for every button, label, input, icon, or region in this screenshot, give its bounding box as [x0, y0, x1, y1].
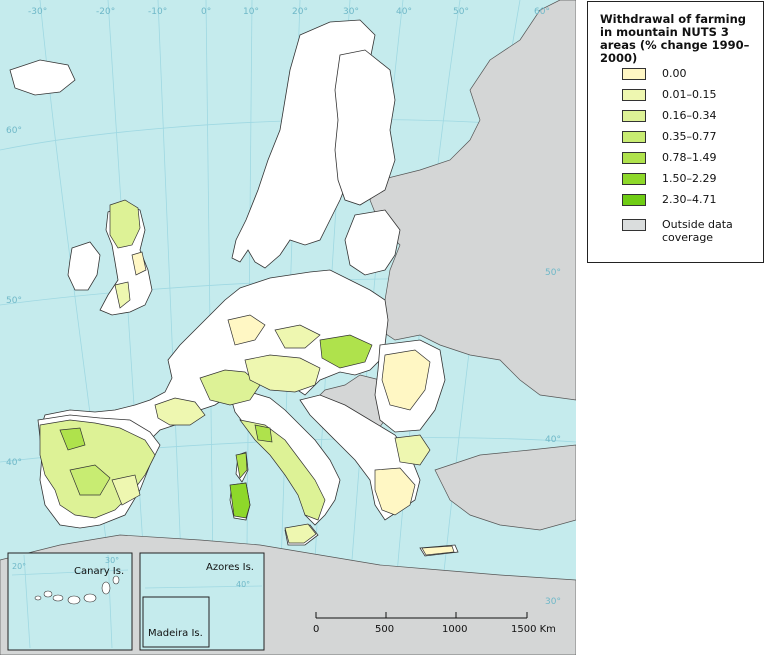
- legend-label: Outside data coverage: [662, 218, 733, 244]
- scale-tick-label: 1500 Km: [511, 624, 556, 635]
- legend-swatch: [622, 110, 646, 122]
- inset-canary: [7, 552, 133, 651]
- lon-label: 40°: [396, 7, 412, 17]
- inset-azores: [139, 552, 265, 651]
- legend-swatch: [622, 89, 646, 101]
- legend-swatch: [622, 68, 646, 80]
- scale-tick-label: 500: [375, 624, 395, 635]
- lon-label: 50°: [453, 7, 469, 17]
- lon-label: 20°: [292, 7, 308, 17]
- legend-label: 0.16–0.34: [662, 109, 717, 122]
- scale-tick-label: 1000: [442, 624, 468, 635]
- legend-label: 1.50–2.29: [662, 172, 717, 185]
- map-legend: Withdrawal of farming in mountain NUTS 3…: [587, 1, 764, 263]
- lat-label: 40°: [6, 458, 22, 468]
- inset-lon-label: 30°: [105, 556, 120, 565]
- legend-swatch: [622, 152, 646, 164]
- lon-label: 10°: [243, 7, 259, 17]
- legend-swatch: [622, 194, 646, 206]
- legend-swatch: [622, 219, 646, 231]
- legend-swatch: [622, 173, 646, 185]
- lon-label: 60°: [534, 7, 550, 17]
- legend-label: 0.35–0.77: [662, 130, 717, 143]
- europe-map: [0, 0, 576, 655]
- lon-label: -30°: [28, 7, 48, 17]
- inset-madeira-label: Madeira Is.: [148, 628, 203, 639]
- legend-label: 0.00: [662, 67, 687, 80]
- scale-bar: [315, 612, 528, 619]
- lat-label: 30°: [545, 597, 561, 607]
- legend-label: 0.78–1.49: [662, 151, 717, 164]
- lon-label: 0°: [201, 7, 212, 17]
- lon-label: 30°: [343, 7, 359, 17]
- legend-title: Withdrawal of farming in mountain NUTS 3…: [600, 12, 750, 65]
- inset-azores-label: Azores Is.: [206, 562, 254, 573]
- lat-label: 50°: [6, 296, 22, 306]
- lat-label: 40°: [545, 435, 561, 445]
- lon-label: -20°: [96, 7, 116, 17]
- lon-label: -10°: [148, 7, 168, 17]
- lat-label: 50°: [545, 268, 561, 278]
- inset-lon-label: 20°: [12, 562, 27, 571]
- inset-canary-label: Canary Is.: [74, 566, 125, 577]
- inset-lat-label: 40°: [236, 580, 251, 589]
- legend-label: 0.01–0.15: [662, 88, 717, 101]
- legend-swatch: [622, 131, 646, 143]
- scale-tick-label: 0: [313, 624, 320, 635]
- mountain-regions: [39, 199, 455, 556]
- lat-label: 60°: [6, 126, 22, 136]
- legend-label: 2.30–4.71: [662, 193, 717, 206]
